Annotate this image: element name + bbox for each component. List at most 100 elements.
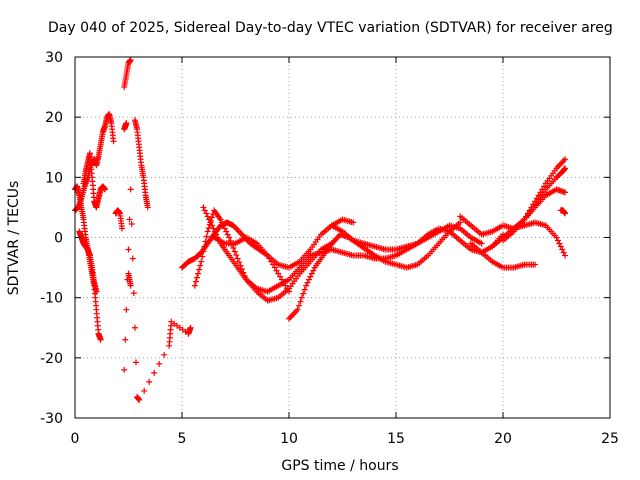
data-point (125, 246, 132, 253)
x-tick-label: 0 (71, 431, 80, 447)
data-point (119, 225, 126, 232)
data-point (275, 270, 282, 277)
data-point (282, 282, 289, 289)
data-point (298, 294, 305, 301)
data-point (562, 189, 569, 196)
y-tick-label: 0 (54, 231, 63, 247)
data-point (187, 324, 194, 331)
data-point (226, 234, 233, 241)
data-point (266, 255, 273, 262)
data-point (123, 306, 130, 313)
data-point (201, 243, 208, 250)
series-sat-d (76, 228, 100, 295)
data-point (278, 276, 285, 283)
data-point (202, 238, 209, 245)
x-tick-label: 20 (494, 431, 512, 447)
data-point (203, 233, 210, 240)
data-point (156, 360, 163, 367)
y-tick-label: -30 (40, 411, 63, 427)
data-point (195, 270, 202, 277)
data-point (151, 369, 158, 376)
data-point (191, 282, 198, 289)
series-sat-n (211, 234, 292, 295)
series-sat-e (112, 207, 126, 232)
series-sat-v (521, 165, 569, 223)
data-points (72, 57, 569, 403)
data-point (211, 228, 218, 235)
data-point (307, 273, 314, 280)
data-point (294, 306, 301, 313)
series-sat-h (131, 117, 151, 211)
data-point (146, 378, 153, 385)
data-point (203, 210, 210, 217)
data-point (136, 396, 143, 403)
data-point (126, 216, 133, 223)
data-point (273, 267, 280, 274)
data-point (131, 324, 138, 331)
data-point (127, 186, 134, 193)
data-point (303, 282, 310, 289)
data-point (204, 213, 211, 220)
x-tick-label: 15 (387, 431, 405, 447)
data-point (208, 222, 215, 229)
data-point (233, 252, 240, 259)
data-point (161, 351, 168, 358)
data-point (554, 237, 561, 244)
data-point (557, 243, 564, 250)
data-point (110, 138, 117, 145)
data-point (127, 57, 134, 64)
data-point (196, 266, 203, 273)
data-point (286, 288, 292, 295)
x-tick-label: 10 (280, 431, 298, 447)
data-point (562, 252, 569, 259)
data-point (198, 258, 205, 265)
data-point (556, 240, 563, 247)
data-point (200, 248, 207, 255)
series-sat-w (557, 207, 569, 217)
data-point (541, 183, 548, 190)
data-point (308, 270, 315, 277)
data-point (562, 210, 569, 217)
y-tick-label: -20 (40, 351, 63, 367)
data-point (268, 258, 275, 265)
x-tick-label: 25 (601, 431, 619, 447)
data-point (457, 219, 464, 226)
x-axis-label: GPS time / hours (281, 458, 398, 474)
chart-title: Day 040 of 2025, Sidereal Day-to-day VTE… (48, 20, 613, 36)
data-point (304, 279, 311, 286)
data-point (121, 366, 128, 373)
data-point (93, 288, 100, 295)
data-point (223, 228, 230, 235)
data-point (300, 290, 307, 297)
data-point (129, 255, 136, 262)
series-sat-j (121, 186, 194, 403)
y-tick-label: -10 (40, 291, 63, 307)
data-point (197, 262, 204, 269)
data-point (560, 249, 567, 256)
data-point (271, 264, 278, 271)
data-point (220, 222, 227, 229)
data-point (301, 286, 308, 293)
data-point (193, 274, 200, 281)
data-point (217, 216, 224, 223)
data-point (264, 252, 271, 259)
data-point (141, 387, 148, 394)
data-point (559, 246, 566, 253)
series-sat-q (328, 222, 485, 253)
data-point (206, 216, 213, 223)
data-point (218, 219, 225, 226)
series-sat-s (467, 240, 539, 271)
data-point (224, 231, 231, 238)
data-point (128, 220, 135, 227)
data-point (297, 298, 304, 305)
y-tick-label: 10 (45, 170, 63, 186)
data-point (130, 290, 137, 297)
data-point (231, 248, 238, 255)
axis-ticks: 0 5 10 15 20 25 -30 -20 -10 0 10 20 30 (40, 50, 619, 447)
data-point (234, 255, 241, 262)
data-point (199, 253, 206, 260)
data-point (280, 279, 287, 286)
data-point (132, 359, 139, 366)
data-point (122, 336, 129, 343)
